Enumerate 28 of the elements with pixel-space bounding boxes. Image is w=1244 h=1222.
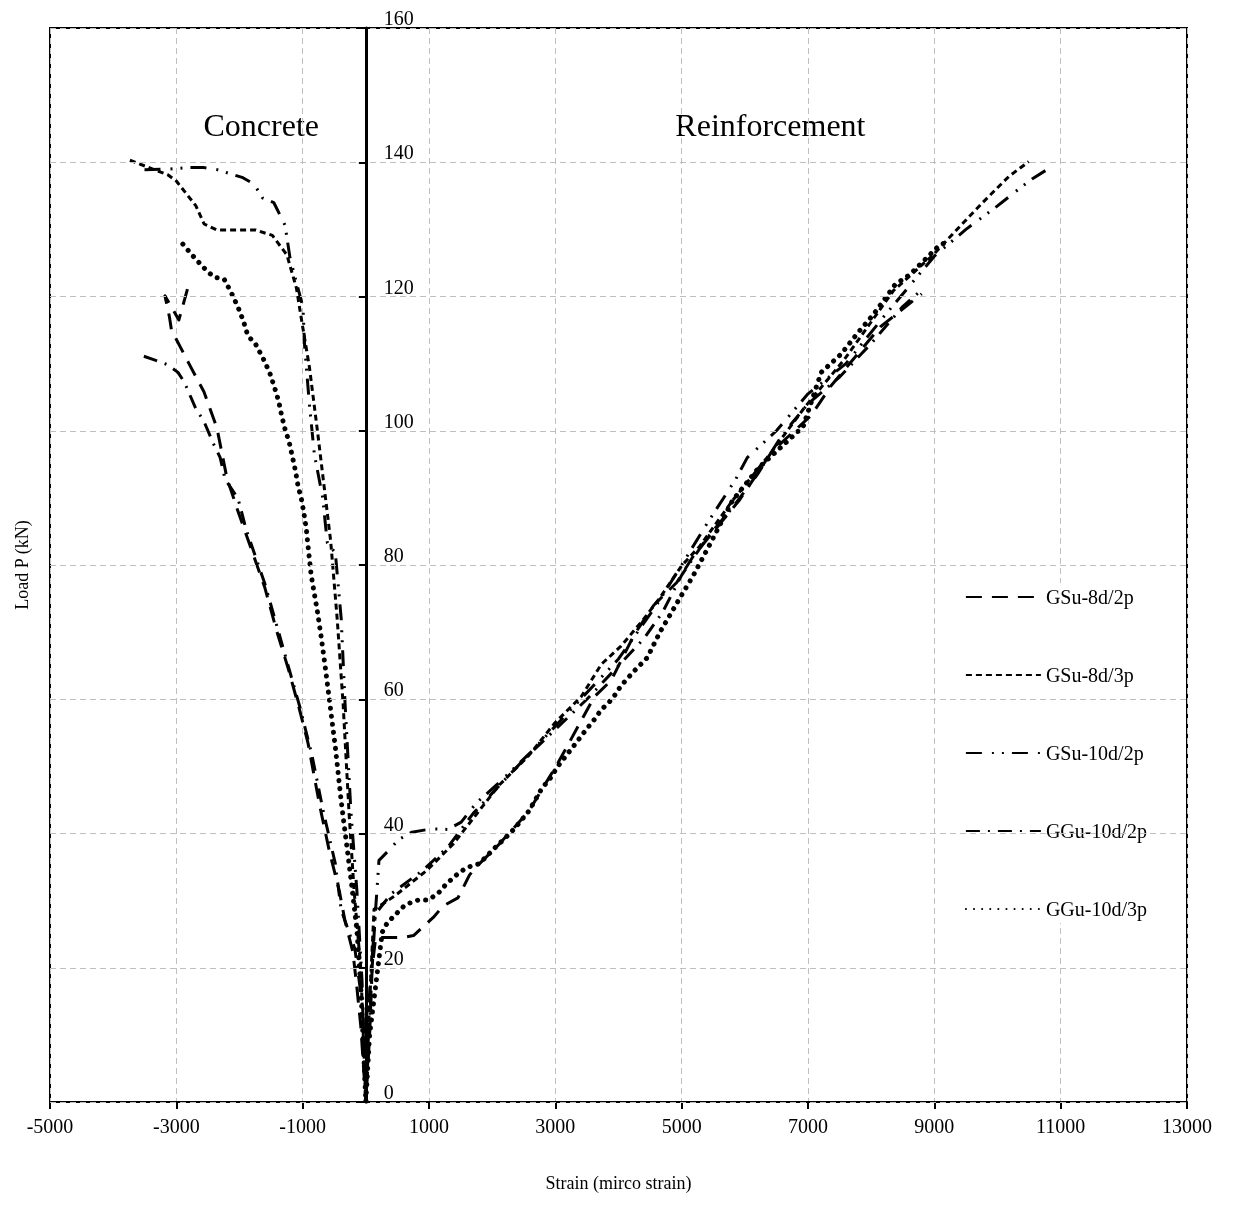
x-tick-label: 9000	[914, 1115, 955, 1137]
x-tick-label: 1000	[409, 1115, 449, 1137]
x-tick-label: 3000	[535, 1115, 576, 1137]
x-tick-label: 7000	[788, 1115, 828, 1137]
x-tick-label: -3000	[153, 1115, 200, 1137]
y-tick-label: 20	[383, 946, 404, 969]
y-tick-label: 140	[383, 141, 414, 164]
legend-label: GSu-10d/2p	[1045, 742, 1144, 765]
legend-label: GSu-8d/3p	[1045, 664, 1134, 687]
y-tick-label: 160	[383, 7, 414, 29]
y-tick-label: 100	[383, 409, 414, 432]
x-tick-label: -1000	[279, 1115, 326, 1137]
annotation: Concrete	[203, 106, 319, 143]
legend-label: GSu-8d/2p	[1045, 586, 1134, 609]
annotation: Reinforcement	[675, 106, 866, 143]
legend-label: GGu-10d/3p	[1045, 898, 1148, 921]
y-tick-label: 40	[383, 812, 404, 835]
y-tick-label: 0	[383, 1081, 394, 1103]
y-tick-label: 120	[383, 275, 414, 298]
legend-label: GGu-10d/2p	[1045, 820, 1148, 843]
x-tick-label: 11000	[1036, 1115, 1086, 1137]
y-tick-label: 80	[383, 544, 404, 566]
y-tick-label: 60	[383, 678, 404, 701]
y-axis-title: Load P (kN)	[12, 520, 33, 610]
x-tick-label: 5000	[661, 1115, 702, 1137]
x-axis-title: Strain (mirco strain)	[545, 1173, 692, 1194]
x-tick-label: -5000	[26, 1115, 74, 1137]
x-tick-label: 13000	[1162, 1115, 1212, 1137]
